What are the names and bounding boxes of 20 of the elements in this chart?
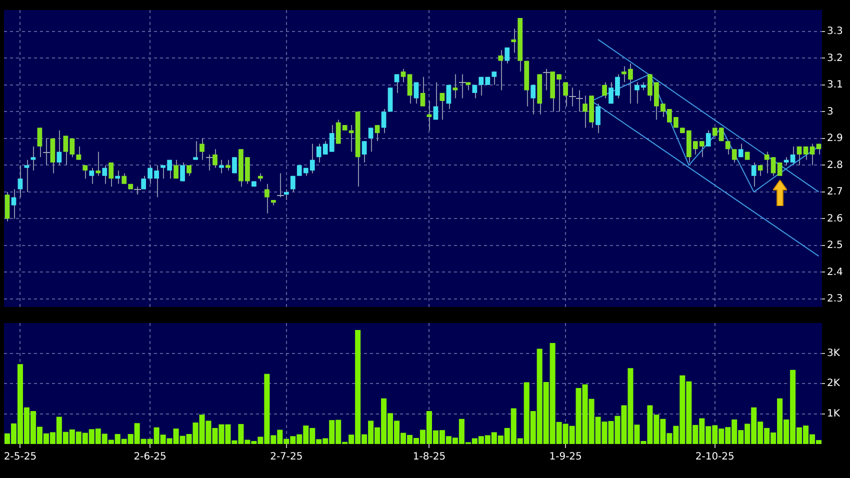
x-tick-label: 1-9-25 <box>549 452 582 463</box>
y-tick-label: 2.8 <box>827 160 843 171</box>
x-tick-label: 2-5-25 <box>4 452 37 463</box>
y-tick-label: 2.3 <box>827 294 843 305</box>
y-tick-label: 3.2 <box>827 52 843 64</box>
y-tick-label: 3.3 <box>827 26 843 37</box>
y-tick-label: 1K <box>827 408 840 420</box>
x-tick-label: 2-10-25 <box>695 452 734 463</box>
x-tick-label: 1-8-25 <box>412 452 446 463</box>
y-tick-label: 3.1 <box>827 80 843 91</box>
y-tick-label: 3 <box>827 106 834 118</box>
y-tick-label: 2.5 <box>827 240 843 252</box>
y-tick-label: 2.7 <box>827 186 843 198</box>
y-tick-label: 2.4 <box>827 266 843 278</box>
y-tick-label: 2.9 <box>827 133 843 144</box>
x-tick-label: 2-6-25 <box>134 452 166 463</box>
y-tick-label: 2.6 <box>827 213 843 224</box>
y-tick-label: 3K <box>827 348 840 359</box>
y-tick-label: 2K <box>827 378 840 390</box>
x-tick-label: 2-7-25 <box>270 452 303 463</box>
